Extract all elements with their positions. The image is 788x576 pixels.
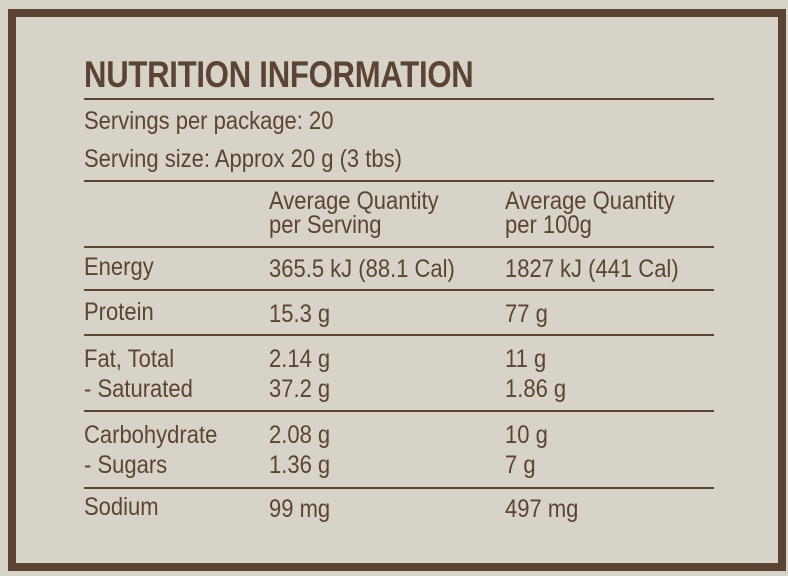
per-100g-value: 7 g: [505, 451, 536, 479]
per-100g-header: Average Quantity per 100g: [505, 187, 675, 239]
row-divider: [84, 289, 714, 291]
nutrition-panel: NUTRITION INFORMATION Servings per packa…: [8, 9, 786, 571]
per-100g-value: 1.86 g: [505, 375, 567, 403]
per-serving-value: 99 mg: [269, 495, 331, 523]
column-header-row: Average Quantity per Serving Average Qua…: [84, 182, 714, 246]
nutrient-row-sodium: Sodium 99 mg 497 mg: [84, 489, 714, 529]
nutrient-name: Protein: [84, 298, 154, 326]
row-divider: [84, 334, 714, 336]
serving-divider: [84, 180, 714, 182]
nutrient-sub-name: - Saturated: [84, 375, 193, 403]
per-100g-value: 10 g: [505, 421, 548, 449]
nutrient-row-carbohydrate: Carbohydrate 2.08 g 10 g - Sugars 1.36 g…: [84, 412, 714, 487]
per-100g-header-line2: per 100g: [505, 211, 592, 239]
per-serving-value: 15.3 g: [269, 300, 331, 328]
per-serving-value: 2.14 g: [269, 345, 331, 373]
per-100g-header-line1: Average Quantity: [505, 187, 675, 215]
nutrient-name: Fat, Total: [84, 345, 175, 373]
servings-per-package: Servings per package: 20: [84, 107, 334, 135]
per-100g-value: 497 mg: [505, 495, 579, 523]
row-divider: [84, 487, 714, 489]
row-divider: [84, 410, 714, 412]
per-serving-header-line2: per Serving: [269, 211, 382, 239]
per-serving-header: Average Quantity per Serving: [269, 187, 439, 239]
nutrient-row-energy: Energy 365.5 kJ (88.1 Cal) 1827 kJ (441 …: [84, 248, 714, 289]
header-divider: [84, 246, 714, 248]
serving-size: Serving size: Approx 20 g (3 tbs): [84, 145, 402, 173]
per-serving-value: 2.08 g: [269, 421, 331, 449]
panel-title: NUTRITION INFORMATION: [84, 54, 474, 95]
per-serving-value: 37.2 g: [269, 375, 331, 403]
per-serving-value: 365.5 kJ (88.1 Cal): [269, 255, 455, 283]
nutrient-name: Sodium: [84, 493, 159, 521]
nutrient-row-fat: Fat, Total 2.14 g 11 g - Saturated 37.2 …: [84, 336, 714, 410]
per-serving-header-line1: Average Quantity: [269, 187, 439, 215]
nutrient-name: Carbohydrate: [84, 421, 218, 449]
per-serving-value: 1.36 g: [269, 451, 331, 479]
per-100g-value: 1827 kJ (441 Cal): [505, 255, 679, 283]
nutrient-sub-name: - Sugars: [84, 451, 168, 479]
per-100g-value: 77 g: [505, 300, 548, 328]
title-divider: [84, 98, 714, 100]
per-100g-value: 11 g: [505, 345, 547, 373]
nutrient-row-protein: Protein 15.3 g 77 g: [84, 291, 714, 334]
nutrition-content: NUTRITION INFORMATION Servings per packa…: [84, 52, 714, 529]
nutrient-name: Energy: [84, 253, 154, 281]
